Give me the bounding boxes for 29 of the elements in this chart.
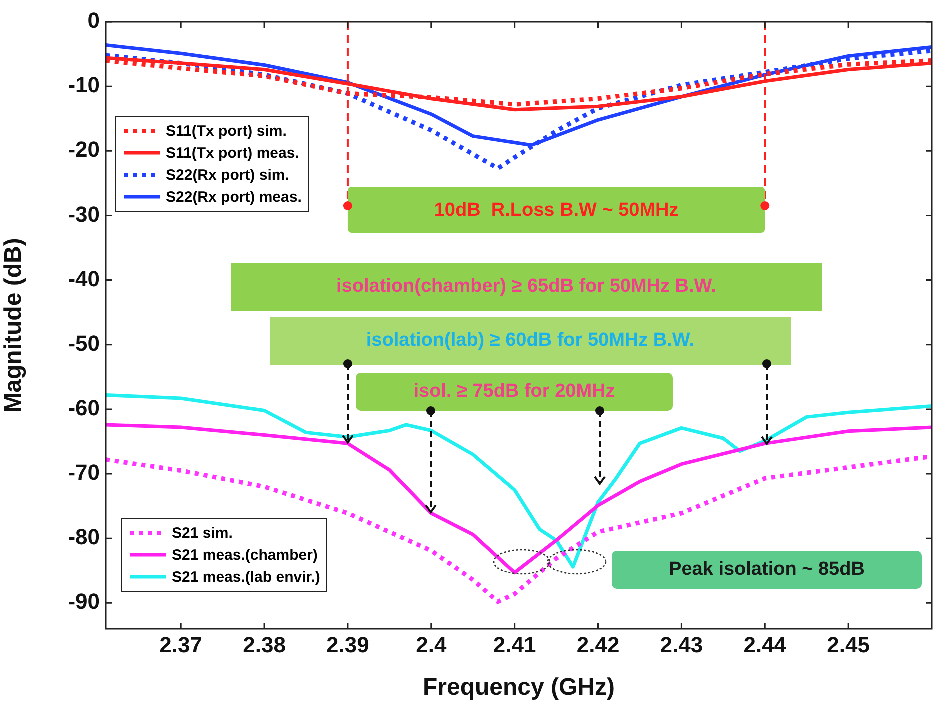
x-axis-title: Frequency (GHz) xyxy=(422,674,616,702)
y-tick-label: -10 xyxy=(68,72,100,98)
legend-label: S11(Tx port) meas. xyxy=(166,144,300,162)
legend-label: S22(Rx port) sim. xyxy=(166,166,290,184)
legend-label: S21 meas.(lab envir.) xyxy=(172,568,320,586)
y-tick-label: -50 xyxy=(68,330,100,356)
legend-label: S22(Rx port) meas. xyxy=(166,188,302,206)
x-tick-label: 2.39 xyxy=(326,632,370,658)
x-tick-label: 2.42 xyxy=(576,632,620,658)
x-tick-label: 2.44 xyxy=(744,632,788,658)
y-tick-label: -30 xyxy=(68,202,100,227)
x-tick-label: 2.45 xyxy=(827,632,870,658)
x-tick-label: 2.41 xyxy=(493,632,536,658)
y-tick-label: -60 xyxy=(68,396,100,421)
legend-label: S21 sim. xyxy=(172,524,233,542)
band-label: 10dB R.Loss B.W ~ 50MHz xyxy=(434,200,679,222)
x-tick-label: 2.37 xyxy=(160,632,203,658)
y-tick-label: -80 xyxy=(68,524,100,550)
y-tick-label: 0 xyxy=(88,8,100,34)
legend-label: S11(Tx port) sim. xyxy=(166,122,287,140)
y-tick-label: -90 xyxy=(68,589,100,614)
y-tick-label: -40 xyxy=(68,266,100,292)
x-tick-label: 2.43 xyxy=(660,632,704,658)
legend-label: S21 meas.(chamber) xyxy=(172,546,318,564)
y-axis-title: Magnitude (dB) xyxy=(0,238,28,413)
y-tick-label: -70 xyxy=(68,460,100,486)
y-tick-label: -20 xyxy=(68,137,100,162)
x-tick-label: 2.38 xyxy=(243,632,286,658)
x-tick-label: 2.4 xyxy=(416,632,448,658)
